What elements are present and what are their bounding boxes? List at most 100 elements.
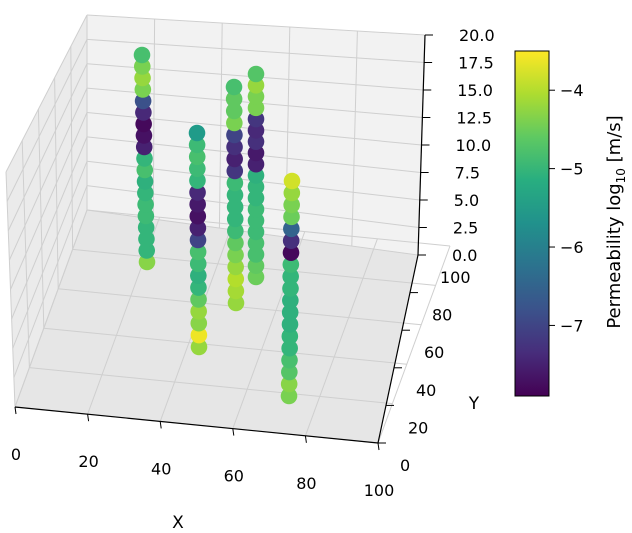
data-point	[137, 207, 155, 225]
data-point	[225, 90, 243, 108]
grid-line-back-z	[86, 14, 426, 36]
data-point	[226, 198, 244, 216]
data-point	[226, 162, 244, 180]
data-point	[226, 150, 243, 168]
colorbar-tick-label: −4	[560, 81, 584, 100]
data-point	[282, 280, 299, 297]
data-point	[138, 230, 155, 248]
z-tick-label: 10.0	[456, 136, 492, 155]
grid-line-left-z	[8, 87, 88, 261]
x-tick-label: 80	[296, 474, 316, 493]
grid-line-left-z	[6, 39, 88, 202]
grid-line-left-z	[14, 209, 88, 408]
data-point	[227, 222, 244, 240]
y-tick-label: 60	[424, 343, 444, 362]
colorbar-gradient	[514, 50, 550, 397]
grid-line-floor-y	[43, 327, 407, 365]
colorbar-tick-label: −7	[560, 316, 584, 335]
grid-line-back-x	[351, 30, 358, 247]
data-point	[226, 174, 244, 192]
data-point	[189, 243, 207, 261]
data-point	[190, 314, 208, 332]
data-point	[135, 127, 153, 144]
data-point	[283, 196, 300, 214]
x-tick-mark	[87, 414, 90, 422]
data-point	[134, 69, 151, 87]
data-point	[136, 150, 153, 167]
data-point	[190, 338, 208, 356]
grid-line-back-x	[152, 18, 156, 220]
y-tick-label: 100	[440, 268, 471, 287]
grid-line-left-z	[5, 14, 88, 173]
data-point	[226, 114, 243, 132]
grid-line-left-z	[13, 185, 88, 378]
z-tick-label: 17.5	[458, 54, 494, 73]
data-point	[281, 363, 298, 381]
data-point	[281, 316, 299, 333]
data-point	[226, 138, 243, 156]
data-point	[282, 292, 299, 309]
data-point	[137, 219, 155, 236]
x-tick-mark	[14, 406, 17, 415]
colorbar-tick-label: −6	[560, 238, 584, 257]
data-point	[189, 184, 206, 201]
grid-line-left-y	[70, 46, 74, 250]
data-point	[227, 234, 244, 252]
data-point	[190, 303, 207, 320]
data-point	[134, 81, 152, 98]
grid-line-left-y	[21, 140, 30, 368]
y-tick-label: 40	[416, 381, 436, 400]
data-point	[190, 279, 207, 296]
x-tick-label: 20	[78, 452, 98, 471]
colorbar-label-unit: [m/s]	[604, 115, 625, 168]
data-point	[280, 387, 298, 405]
data-point	[226, 126, 243, 144]
x-tick-mark	[159, 421, 162, 429]
data-point	[138, 253, 156, 271]
colorbar-ticks: −4 −5 −6 −7	[549, 81, 584, 335]
data-points	[133, 46, 301, 405]
x-tick-label: 60	[224, 467, 244, 486]
data-point	[281, 327, 299, 345]
data-point	[135, 104, 152, 121]
data-point	[190, 326, 208, 344]
data-point	[188, 148, 206, 166]
data-point	[282, 244, 300, 261]
data-point	[135, 115, 152, 133]
data-point	[136, 173, 154, 190]
y-axis-line	[377, 254, 419, 444]
data-point	[137, 184, 154, 202]
data-point	[283, 172, 301, 190]
x-tick-mark	[377, 442, 380, 451]
grid-line-floor-y	[29, 367, 393, 405]
data-point	[280, 375, 298, 393]
x-tick-label: 0	[11, 445, 21, 464]
data-point	[282, 256, 300, 273]
data-point	[247, 65, 265, 83]
data-point	[189, 255, 207, 273]
data-point	[189, 207, 207, 225]
data-point	[227, 282, 245, 300]
data-point	[188, 124, 206, 142]
data-point	[283, 208, 300, 226]
data-point	[133, 58, 151, 75]
data-point	[189, 172, 206, 189]
x-tick-mark	[304, 435, 307, 443]
grid-line-left-z	[11, 136, 88, 320]
data-point	[225, 78, 243, 96]
data-point	[281, 304, 299, 321]
data-point	[189, 231, 207, 249]
data-point	[189, 160, 206, 177]
x-tick-label: 100	[364, 481, 395, 500]
data-point	[189, 219, 207, 237]
colorbar-label-sub: 10	[614, 168, 628, 183]
z-tick-label: 7.5	[455, 164, 480, 183]
z-tick-label: 0.0	[452, 246, 477, 265]
colorbar-label-main: Permeability log	[604, 183, 625, 328]
colorbar-label: Permeability log10 [m/s]	[604, 115, 628, 328]
tick-labels: 0 20 40 60 80 100 0 20 40 60 80 100 0.0 2.5 5.0 7.5 10.0…	[11, 26, 495, 500]
data-point	[282, 268, 299, 285]
data-point	[138, 242, 156, 259]
data-point	[133, 46, 151, 64]
